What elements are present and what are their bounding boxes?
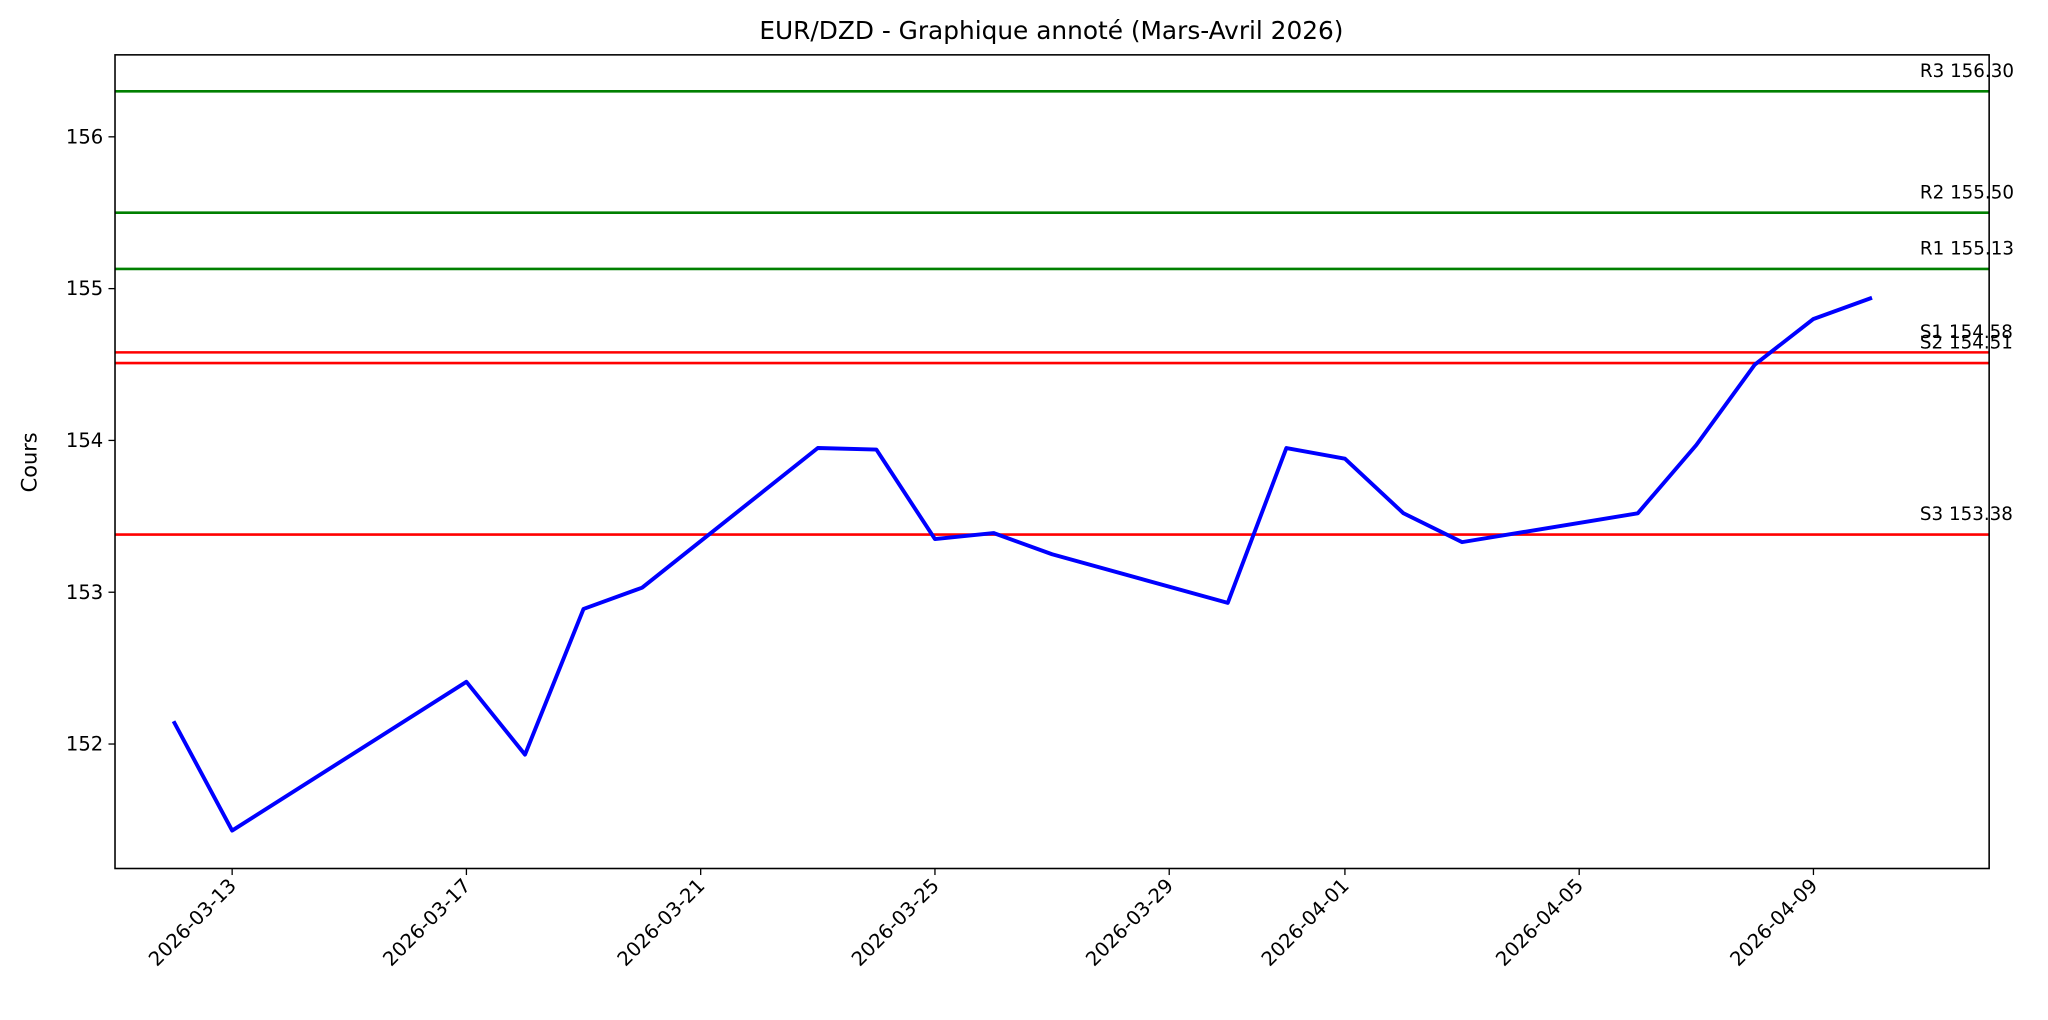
level-value: 156.30 (1950, 61, 2014, 82)
chart-title: EUR/DZD - Graphique annoté (Mars-Avril 2… (759, 16, 1343, 45)
level-name: S2 (1920, 333, 1943, 354)
y-axis-label: Cours (18, 432, 42, 492)
level-label: R1 155.13 (1920, 239, 2014, 260)
level-name: S3 (1920, 504, 1943, 525)
level-label: R3 156.30 (1920, 61, 2014, 82)
level-label: R2 155.50 (1920, 182, 2014, 203)
level-value: 155.50 (1950, 182, 2014, 203)
level-label: S2 154.51 (1920, 333, 2013, 354)
y-tick-label: 152 (66, 733, 103, 756)
price-line (171, 295, 1873, 833)
y-tick-label: 156 (66, 125, 103, 148)
level-name: R2 (1920, 182, 1944, 203)
level-name: R1 (1920, 239, 1944, 260)
y-tick-label: 155 (66, 277, 103, 300)
level-label: S1 154.58 (1920, 322, 2013, 343)
level-value: 155.13 (1950, 239, 2014, 260)
plot-frame (114, 54, 1990, 870)
level-name: S1 (1920, 322, 1943, 343)
level-name: R3 (1920, 61, 1944, 82)
level-label: S3 153.38 (1920, 504, 2013, 525)
y-tick-label: 153 (66, 581, 103, 604)
level-value: 154.51 (1949, 333, 2013, 354)
level-value: 154.58 (1949, 322, 2013, 343)
y-tick-label: 154 (66, 429, 103, 452)
level-value: 153.38 (1949, 504, 2013, 525)
